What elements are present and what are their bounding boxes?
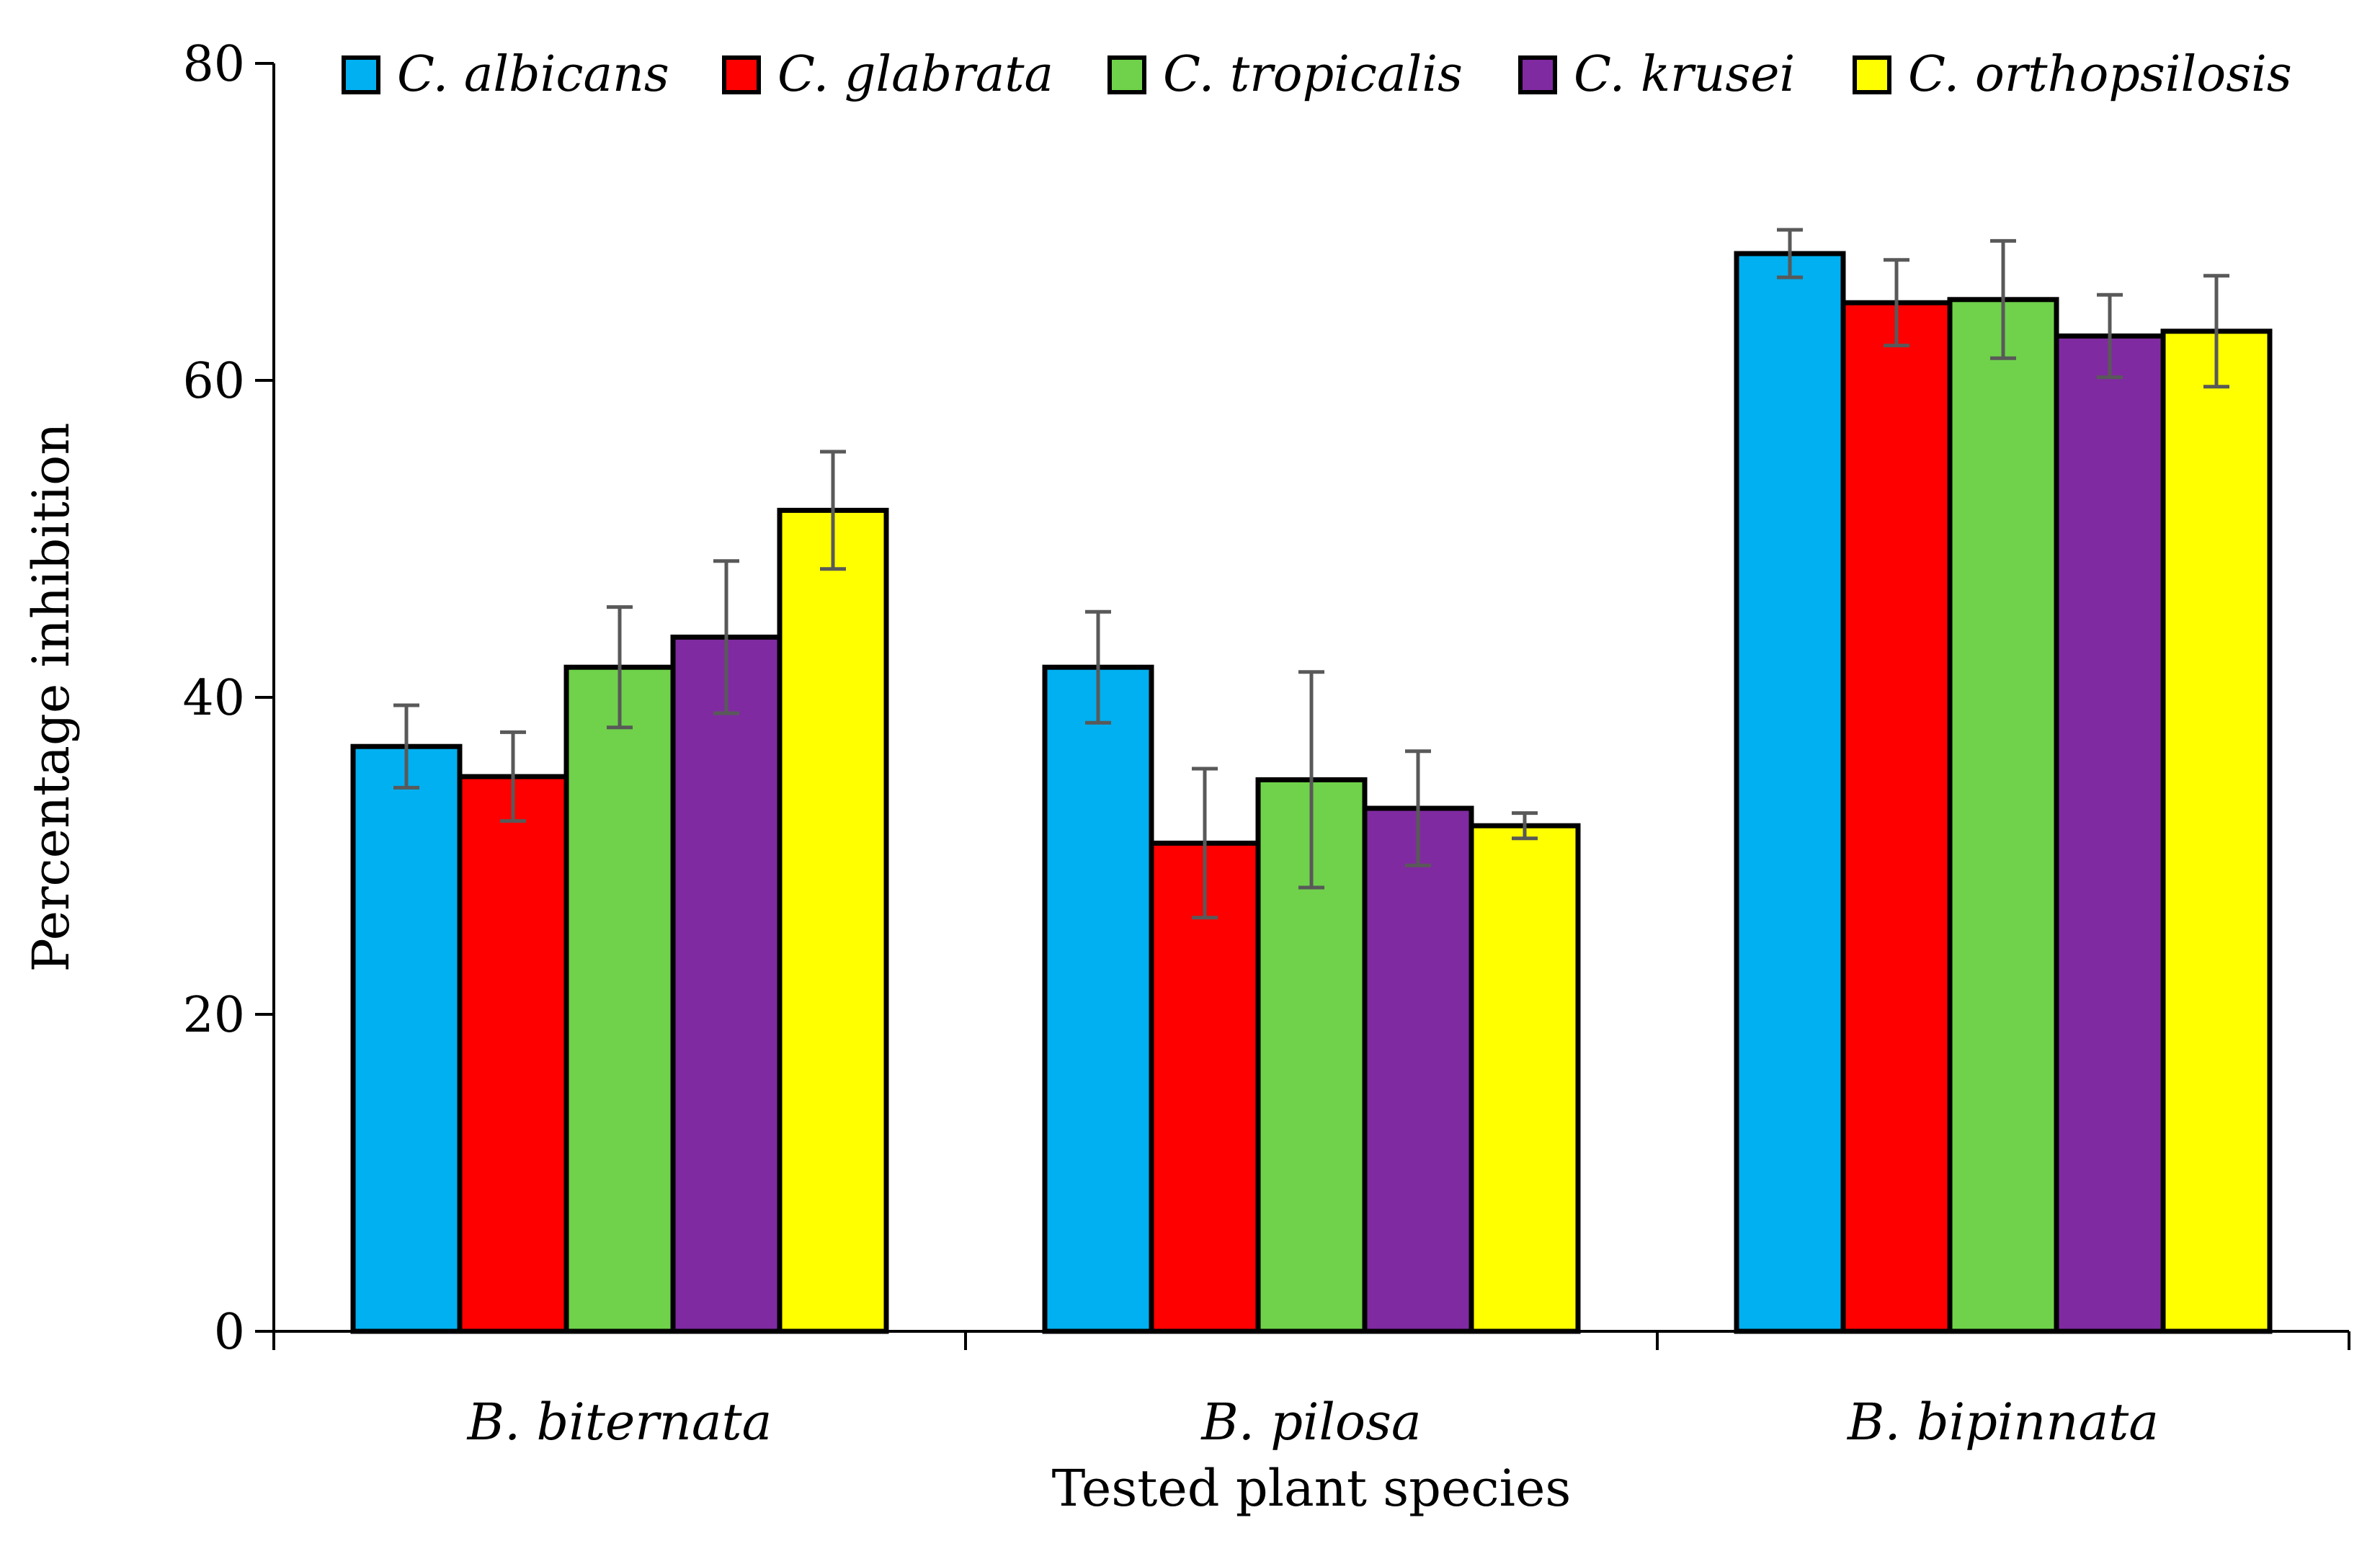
- bar-c-orthopsilosis-b-bipinnata: [2160, 329, 2273, 1334]
- error-bar: [500, 730, 526, 823]
- legend-label: C. orthopsilosis: [1908, 46, 2292, 103]
- y-tick-label: 60: [182, 353, 245, 410]
- error-bars-layer: [393, 228, 2229, 920]
- y-tick-label: 20: [182, 987, 245, 1044]
- legend-item: C. glabrata: [722, 46, 1053, 103]
- legend-label: C. krusei: [1574, 46, 1795, 103]
- error-bar: [1512, 811, 1538, 841]
- error-bar: [2097, 292, 2123, 380]
- bar-c-krusei-b-bipinnata: [2054, 333, 2166, 1334]
- x-tick-label: B. bipinnata: [1846, 1393, 2159, 1452]
- error-bar: [607, 605, 633, 730]
- y-axis-label: Percentage inhibition: [22, 423, 81, 973]
- error-bar: [1192, 767, 1218, 920]
- error-bar: [820, 450, 846, 571]
- x-tick-label: B. pilosa: [1200, 1393, 1421, 1452]
- bar-c-orthopsilosis-b-pilosa: [1468, 823, 1581, 1334]
- y-tick-label: 40: [182, 670, 245, 727]
- error-bar: [713, 559, 739, 715]
- legend-swatch: [1518, 55, 1557, 94]
- axes-layer: 0 20 40 60 80 B. biternata B. pilosa B. bipinna…: [182, 36, 2350, 1452]
- y-tick-label: 80: [182, 36, 245, 93]
- x-tick-label: B. biternata: [466, 1393, 772, 1452]
- error-bar: [393, 703, 419, 790]
- legend-label: C. albicans: [397, 46, 669, 103]
- bar-c-tropicalis-b-bipinnata: [1947, 297, 2059, 1334]
- legend-swatch: [342, 55, 380, 94]
- error-bar: [2203, 274, 2229, 389]
- legend-label: C. tropicalis: [1163, 46, 1463, 103]
- error-bar: [1298, 670, 1324, 890]
- bar-c-tropicalis-b-biternata: [563, 664, 676, 1334]
- legend-swatch: [1107, 55, 1146, 94]
- legend-item: C. tropicalis: [1107, 46, 1463, 103]
- bar-c-albicans-b-bipinnata: [1734, 251, 1846, 1334]
- legend-swatch: [722, 55, 761, 94]
- error-bar: [1884, 258, 1909, 348]
- legend-item: C. krusei: [1518, 46, 1795, 103]
- error-bar: [1990, 238, 2016, 360]
- bar-c-krusei-b-biternata: [670, 634, 783, 1334]
- bar-c-albicans-b-biternata: [350, 743, 463, 1334]
- bar-c-albicans-b-pilosa: [1042, 664, 1154, 1334]
- error-bar: [1085, 609, 1111, 725]
- bar-c-orthopsilosis-b-biternata: [777, 507, 889, 1334]
- legend-item: C. orthopsilosis: [1853, 46, 2292, 103]
- legend-swatch: [1853, 55, 1891, 94]
- y-tick-label: 0: [214, 1304, 245, 1361]
- x-axis-label: Tested plant species: [1052, 1459, 1572, 1518]
- error-bar: [1777, 228, 1803, 280]
- bars-layer: [350, 251, 2273, 1334]
- bar-c-glabrata-b-bipinnata: [1840, 300, 1953, 1334]
- legend: C. albicans C. glabrata C. tropicalis C. kr…: [342, 46, 2292, 103]
- legend-item: C. albicans: [342, 46, 669, 103]
- bar-c-krusei-b-pilosa: [1362, 805, 1474, 1334]
- legend-label: C. glabrata: [777, 46, 1053, 103]
- bar-c-glabrata-b-biternata: [457, 774, 569, 1334]
- error-bar: [1405, 749, 1431, 867]
